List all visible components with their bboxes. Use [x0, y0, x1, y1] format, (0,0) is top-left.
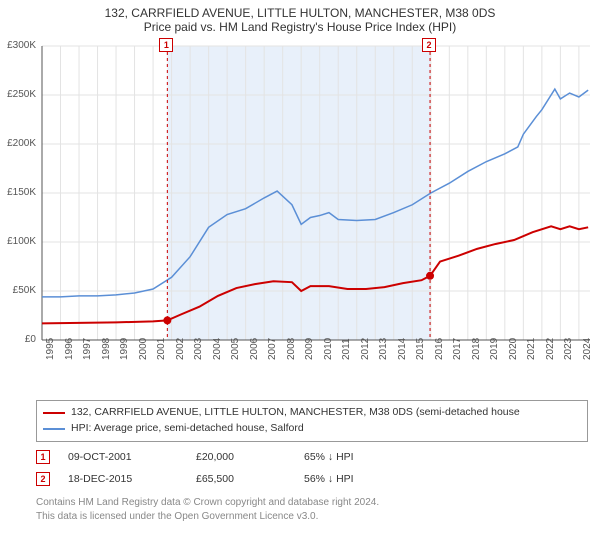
x-tick-label: 2023 [563, 338, 574, 360]
y-tick-label: £200K [0, 138, 36, 149]
legend-box: 132, CARRFIELD AVENUE, LITTLE HULTON, MA… [36, 400, 588, 442]
x-tick-label: 1997 [82, 338, 93, 360]
transaction-table: 1 09-OCT-2001 £20,000 65% ↓ HPI 2 18-DEC-2015… [36, 446, 414, 490]
x-tick-label: 2015 [415, 338, 426, 360]
x-tick-label: 2024 [582, 338, 593, 360]
x-tick-label: 2011 [341, 338, 352, 360]
x-tick-label: 2000 [138, 338, 149, 360]
transaction-price: £65,500 [196, 473, 286, 485]
y-tick-label: £0 [0, 334, 36, 345]
x-tick-label: 2021 [526, 338, 537, 360]
chart-title: 132, CARRFIELD AVENUE, LITTLE HULTON, MA… [0, 0, 600, 20]
transaction-date: 18-DEC-2015 [68, 473, 178, 485]
transaction-marker: 2 [36, 472, 50, 486]
transaction-row: 1 09-OCT-2001 £20,000 65% ↓ HPI [36, 446, 414, 468]
footnote: Contains HM Land Registry data © Crown c… [36, 496, 379, 523]
x-tick-label: 2016 [434, 338, 445, 360]
legend-item: 132, CARRFIELD AVENUE, LITTLE HULTON, MA… [43, 405, 581, 421]
x-tick-label: 2020 [508, 338, 519, 360]
x-tick-label: 1996 [64, 338, 75, 360]
y-tick-label: £150K [0, 187, 36, 198]
x-tick-label: 2017 [452, 338, 463, 360]
x-tick-label: 2008 [286, 338, 297, 360]
marker-callout: 2 [422, 38, 436, 52]
legend-label: 132, CARRFIELD AVENUE, LITTLE HULTON, MA… [71, 405, 520, 421]
x-tick-label: 2001 [156, 338, 167, 360]
legend-swatch [43, 412, 65, 414]
x-tick-label: 2018 [471, 338, 482, 360]
transaction-date: 09-OCT-2001 [68, 451, 178, 463]
legend-item: HPI: Average price, semi-detached house,… [43, 421, 581, 437]
x-tick-label: 2022 [545, 338, 556, 360]
x-tick-label: 2007 [267, 338, 278, 360]
x-tick-label: 2004 [212, 338, 223, 360]
x-tick-label: 2006 [249, 338, 260, 360]
x-tick-label: 2002 [175, 338, 186, 360]
footnote-line: Contains HM Land Registry data © Crown c… [36, 496, 379, 510]
x-tick-label: 1999 [119, 338, 130, 360]
y-tick-label: £300K [0, 40, 36, 51]
chart-area: £0 £50K £100K £150K £200K £250K £300K 1995 1996 1… [0, 40, 600, 390]
x-tick-label: 2010 [323, 338, 334, 360]
x-tick-label: 2003 [193, 338, 204, 360]
x-tick-label: 2019 [489, 338, 500, 360]
x-tick-label: 2005 [230, 338, 241, 360]
y-tick-label: £100K [0, 236, 36, 247]
x-tick-label: 2012 [360, 338, 371, 360]
legend-swatch [43, 428, 65, 430]
marker-callout: 1 [159, 38, 173, 52]
transaction-pct: 65% ↓ HPI [304, 451, 414, 463]
transaction-pct: 56% ↓ HPI [304, 473, 414, 485]
y-tick-label: £250K [0, 89, 36, 100]
transaction-row: 2 18-DEC-2015 £65,500 56% ↓ HPI [36, 468, 414, 490]
footnote-line: This data is licensed under the Open Gov… [36, 510, 379, 524]
x-tick-label: 2014 [397, 338, 408, 360]
x-tick-label: 2009 [304, 338, 315, 360]
x-tick-label: 1998 [101, 338, 112, 360]
transaction-price: £20,000 [196, 451, 286, 463]
legend-label: HPI: Average price, semi-detached house,… [71, 421, 304, 437]
transaction-marker: 1 [36, 450, 50, 464]
chart-subtitle: Price paid vs. HM Land Registry's House … [0, 20, 600, 38]
x-tick-label: 2013 [378, 338, 389, 360]
x-tick-label: 1995 [45, 338, 56, 360]
y-tick-label: £50K [0, 285, 36, 296]
